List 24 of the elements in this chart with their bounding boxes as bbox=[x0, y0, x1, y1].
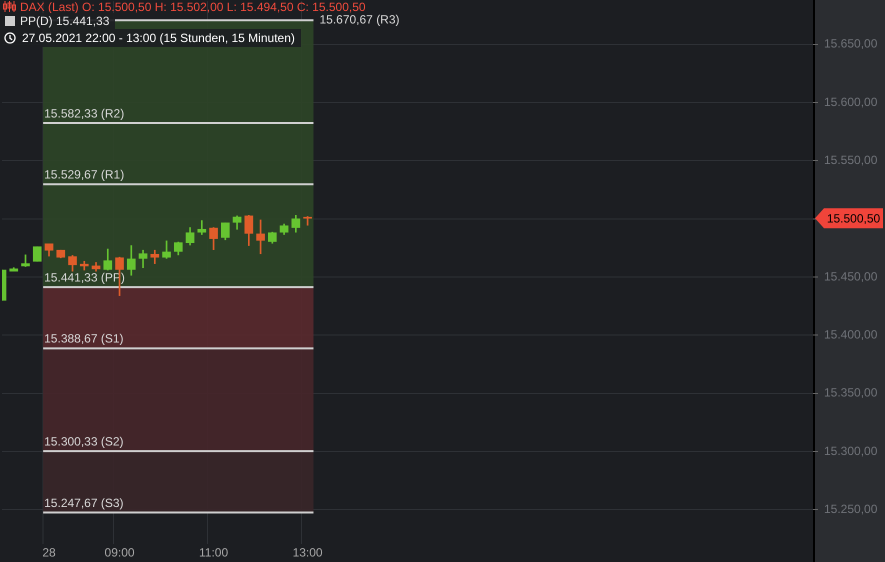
x-tick-label: 13:00 bbox=[292, 546, 323, 560]
x-tick-label: 11:00 bbox=[198, 546, 228, 560]
y-tick-label: 15.550,00 bbox=[824, 152, 878, 167]
ref-line-label: 15.247,67 (S3) bbox=[44, 496, 124, 510]
text: 15.500,50 bbox=[826, 212, 881, 226]
y-tick-label: 15.300,00 bbox=[824, 444, 878, 458]
ref-line-label: 15.529,67 (R1) bbox=[44, 168, 124, 182]
y-tick-label: 15.250,00 bbox=[824, 502, 878, 516]
ref-line-label: 15.670,67 (R3) bbox=[319, 12, 400, 27]
x-tick-label: 09:00 bbox=[104, 546, 135, 560]
y-tick-label: 15.450,00 bbox=[824, 269, 878, 284]
y-tick-label: 15.650,00 bbox=[824, 36, 878, 51]
candlestick bbox=[21, 254, 30, 267]
annotation: 27.05.2021 22:00 - 13:00 (15 Stunden, 15 Minuten) bbox=[22, 31, 295, 45]
x-tick-label: 28 bbox=[42, 546, 56, 560]
ref-line-label: 15.388,67 (S1) bbox=[44, 332, 124, 346]
chart-title: DAX (Last) O: 15.500,50 H: 15.502,00 L: 15.494,50 C: 15.500,50 bbox=[20, 0, 366, 14]
ref-line-label: 15.582,33 (R2) bbox=[44, 106, 124, 120]
y-tick-label: 15.600,00 bbox=[824, 94, 878, 109]
text: PP(D) 15.441,33 bbox=[20, 14, 110, 28]
y-tick-label: 15.350,00 bbox=[824, 386, 878, 400]
candlestick bbox=[256, 220, 265, 254]
y-tick-label: 15.400,00 bbox=[824, 328, 878, 342]
ref-line-label: 15.300,33 (S2) bbox=[44, 434, 124, 448]
